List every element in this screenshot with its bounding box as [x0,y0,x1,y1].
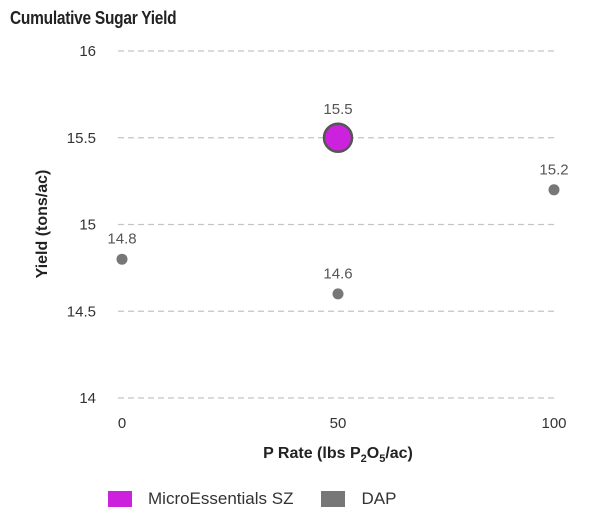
y-tick-label: 14 [79,390,96,407]
legend-swatch-microessentials [108,491,132,507]
y-tick-label: 16 [79,43,96,60]
x-tick-label: 50 [330,415,347,432]
legend-label-microessentials: MicroEssentials SZ [148,489,294,508]
point-microessentials[interactable] [322,122,354,153]
x-tick-label: 0 [118,415,126,432]
x-tick-label: 100 [541,415,566,432]
data-points [116,122,560,300]
x-axis-label: P Rate (lbs P2O5/ac) [263,445,413,465]
legend-item-dap[interactable]: DAP [321,489,396,509]
data-label: 15.2 [539,161,568,178]
data-label: 15.5 [323,101,352,118]
legend-item-microessentials[interactable]: MicroEssentials SZ [108,489,293,509]
y-tick-label: 15.5 [67,130,96,147]
point-dap[interactable] [548,184,560,196]
point-dap[interactable] [116,253,128,265]
chart-title: Cumulative Sugar Yield [10,8,177,28]
legend: MicroEssentials SZ DAP [108,489,424,509]
y-axis-label: Yield (tons/ac) [34,170,51,279]
data-labels: 15.5 14.8 14.6 15.2 [107,101,568,283]
data-label: 14.8 [107,231,136,248]
y-tick-label: 14.5 [67,303,96,320]
legend-label-dap: DAP [361,489,397,508]
x-axis-ticks: 0 50 100 [118,415,567,432]
point-dap[interactable] [332,288,344,300]
y-tick-label: 15 [79,217,96,234]
data-label: 14.6 [323,265,352,282]
y-axis-ticks: 14 14.5 15 15.5 16 [67,43,96,407]
scatter-chart: 14 14.5 15 15.5 16 0 50 100 15.5 14.8 14.6 15.2 Y… [34,43,569,465]
gridlines [118,50,556,399]
legend-swatch-dap [321,491,346,507]
